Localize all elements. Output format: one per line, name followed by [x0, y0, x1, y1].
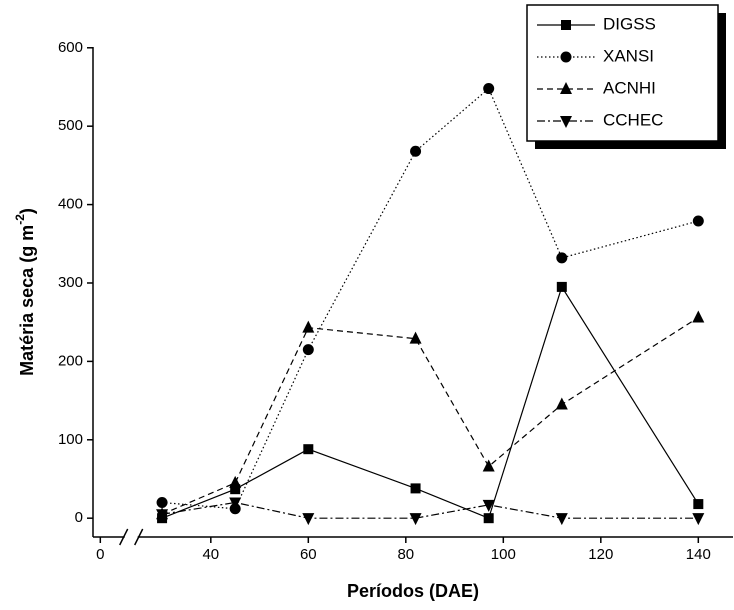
data-point	[483, 513, 494, 524]
data-point	[410, 145, 422, 157]
series-line	[161, 285, 699, 519]
y-axis-title: Matéria seca (g m-2)	[13, 208, 37, 376]
data-point	[556, 252, 568, 264]
x-tick-label: 60	[300, 546, 317, 563]
data-point	[556, 281, 567, 292]
legend-label: XANSI	[603, 46, 654, 65]
y-axis-title-sup: -2	[13, 214, 27, 225]
x-tick-label: 100	[491, 546, 516, 563]
data-point	[156, 497, 168, 509]
data-point	[302, 320, 315, 333]
data-point	[693, 499, 704, 510]
legend-marker	[560, 82, 572, 94]
data-point	[482, 499, 495, 512]
y-axis-title-end: )	[17, 208, 37, 214]
series-line	[161, 501, 699, 519]
data-point	[555, 513, 568, 526]
data-point	[692, 215, 704, 227]
x-tick-label: 40	[202, 546, 219, 563]
axis-break	[134, 528, 144, 546]
data-point	[302, 344, 314, 356]
data-point	[555, 397, 568, 410]
data-point	[483, 83, 495, 95]
legend-label: ACNHI	[603, 78, 656, 97]
y-tick-label: 0	[75, 509, 83, 526]
data-point	[156, 509, 169, 522]
x-tick-label: 80	[397, 546, 414, 563]
legend-label: CCHEC	[603, 110, 663, 129]
x-tick-label: 120	[588, 546, 613, 563]
data-point	[230, 484, 241, 495]
data-point	[410, 483, 421, 494]
data-point	[229, 497, 242, 510]
legend-marker	[560, 51, 572, 63]
legend-box	[526, 4, 719, 142]
series-line	[162, 87, 699, 510]
data-point	[692, 310, 705, 323]
data-point	[303, 444, 314, 455]
legend-marker	[561, 20, 571, 30]
y-tick-label: 500	[58, 117, 83, 134]
data-point	[692, 513, 705, 526]
data-point	[409, 513, 422, 526]
y-tick-label: 400	[58, 196, 83, 213]
data-point	[409, 331, 422, 344]
y-axis-title-main: Matéria seca (g m	[17, 225, 37, 376]
y-tick-label: 200	[58, 352, 83, 369]
legend-label: DIGSS	[603, 14, 656, 33]
y-tick-label: 100	[58, 431, 83, 448]
axis-break	[119, 528, 129, 546]
y-tick-label: 600	[58, 39, 83, 56]
x-tick-label: 0	[96, 546, 104, 563]
data-point	[229, 475, 242, 488]
data-point	[482, 459, 495, 472]
y-tick-label: 300	[58, 274, 83, 291]
x-tick-label: 140	[686, 546, 711, 563]
legend-marker	[560, 116, 572, 128]
x-axis-title: Períodos (DAE)	[347, 581, 479, 601]
data-point	[302, 513, 315, 526]
